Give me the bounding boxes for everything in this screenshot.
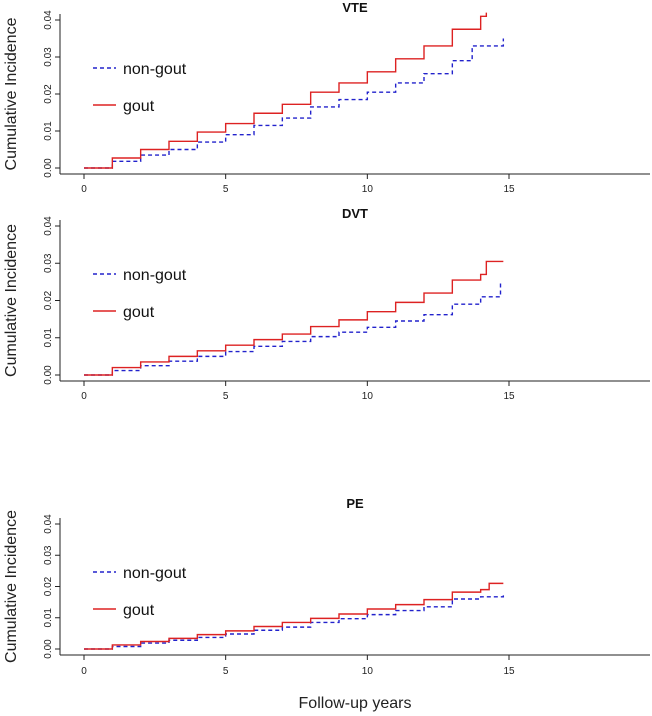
- legend-label: gout: [123, 98, 155, 115]
- y-tick-label: 0.02: [43, 576, 54, 596]
- y-tick-label: 0.00: [43, 365, 54, 385]
- x-tick-label: 5: [223, 184, 229, 195]
- y-tick-label: 0.03: [43, 253, 54, 273]
- x-tick-label: 10: [362, 666, 374, 677]
- x-tick-label: 15: [503, 184, 515, 195]
- panel-title: VTE: [342, 0, 368, 15]
- panel-dvt: DVT 0.00 0.01 0.02 0.03 0.04 0 5 10 15 Cumulative …: [3, 206, 650, 402]
- x-tick-label: 15: [503, 391, 515, 402]
- series-line-non-gout: [84, 38, 505, 169]
- panel-title: DVT: [342, 206, 368, 221]
- x-axis-label: Follow-up years: [299, 695, 412, 712]
- y-axis-label: Cumulative Incidence: [3, 510, 20, 663]
- y-tick-label: 0.00: [43, 639, 54, 659]
- x-tick-label: 10: [362, 391, 374, 402]
- x-tick-label: 0: [81, 391, 87, 402]
- series-line-non-gout: [84, 594, 505, 650]
- y-tick-label: 0.02: [43, 290, 54, 310]
- x-tick-label: 0: [81, 184, 87, 195]
- legend-label: gout: [123, 602, 155, 619]
- series-line-gout: [84, 12, 488, 169]
- panel-title: PE: [346, 496, 364, 511]
- legend-label: non-gout: [123, 267, 187, 284]
- panel-vte: VTE 0.00 0.01 0.02 0.03 0.04 0 5 10 15 Cumulative …: [3, 0, 650, 195]
- y-tick-label: 0.04: [43, 216, 54, 236]
- y-axis-label: Cumulative Incidence: [3, 17, 20, 170]
- y-tick-label: 0.01: [43, 121, 54, 141]
- x-tick-label: 10: [362, 184, 374, 195]
- legend-label: gout: [123, 304, 155, 321]
- x-tick-label: 5: [223, 391, 229, 402]
- series-line-gout: [84, 260, 504, 376]
- panel-pe: PE 0.00 0.01 0.02 0.03 0.04 0 5 10 15 Cumulative I…: [3, 496, 650, 712]
- x-tick-label: 0: [81, 666, 87, 677]
- y-tick-label: 0.03: [43, 545, 54, 565]
- x-tick-label: 5: [223, 666, 229, 677]
- y-tick-label: 0.00: [43, 158, 54, 178]
- y-tick-label: 0.02: [43, 84, 54, 104]
- legend-label: non-gout: [123, 61, 187, 78]
- series-line-gout: [84, 582, 504, 650]
- x-tick-label: 15: [503, 666, 515, 677]
- legend-label: non-gout: [123, 565, 187, 582]
- y-tick-label: 0.03: [43, 47, 54, 67]
- y-tick-label: 0.01: [43, 328, 54, 348]
- y-tick-label: 0.01: [43, 608, 54, 628]
- y-tick-label: 0.04: [43, 10, 54, 30]
- y-axis-label: Cumulative Incidence: [3, 224, 20, 377]
- series-line-non-gout: [84, 281, 502, 376]
- y-tick-label: 0.04: [43, 514, 54, 534]
